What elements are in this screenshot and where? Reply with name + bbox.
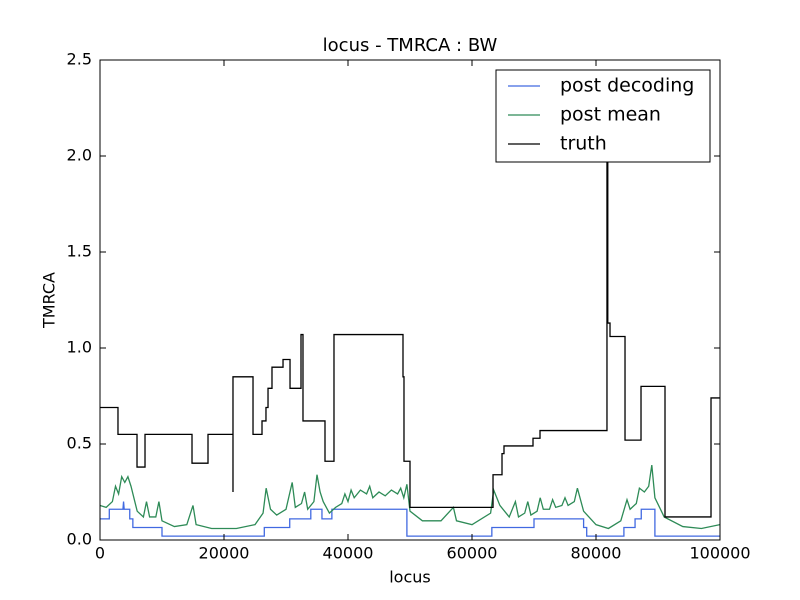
y-tick-label: 1.0 (67, 338, 92, 357)
chart-title: locus - TMRCA : BW (323, 35, 498, 56)
legend-box (495, 69, 711, 163)
y-tick-label: 2.0 (67, 146, 92, 165)
y-axis-label: TMRCA (40, 272, 59, 329)
series-line (100, 501, 720, 537)
plot-frame (99, 59, 721, 541)
x-tick-label: 60000 (447, 544, 498, 563)
legend-label: truth (560, 133, 607, 155)
x-tick-label: 100000 (689, 544, 750, 563)
y-tick-label: 0.0 (67, 530, 92, 549)
y-tick-label: 2.5 (67, 50, 92, 69)
series-line (100, 465, 720, 530)
x-tick-label: 80000 (571, 544, 622, 563)
x-tick-label: 20000 (199, 544, 250, 563)
legend-label: post decoding (560, 75, 694, 97)
x-tick-label: 40000 (323, 544, 374, 563)
series-line (100, 155, 720, 518)
y-tick-label: 0.5 (67, 434, 92, 453)
y-tick-label: 1.5 (67, 242, 92, 261)
x-axis-label: locus (389, 568, 431, 587)
x-tick-label: 0 (95, 544, 105, 563)
legend-label: post mean (560, 104, 661, 126)
